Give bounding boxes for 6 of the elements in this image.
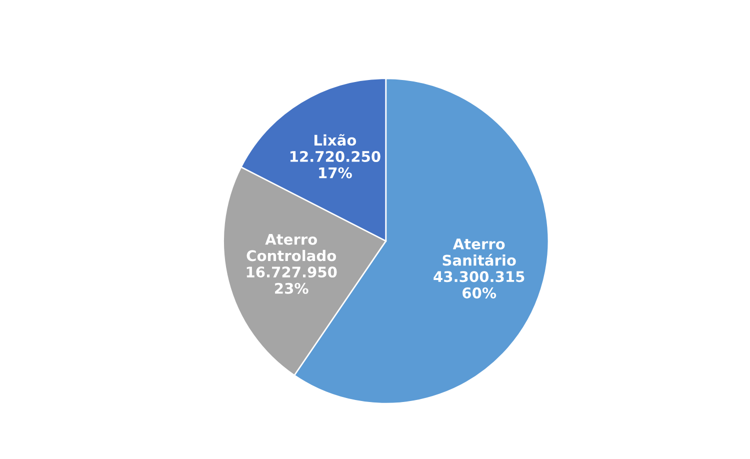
- data-label: 16.727.950 23%: [246, 266, 337, 294]
- slice-label: Lixão: [314, 134, 356, 146]
- data-label: 43.300.315 60%: [434, 271, 524, 298]
- slice-label: Aterro Sanitário: [442, 238, 516, 266]
- slice-label: Aterro Controlado: [246, 234, 336, 262]
- data-label: 12.720.250 17%: [290, 150, 380, 178]
